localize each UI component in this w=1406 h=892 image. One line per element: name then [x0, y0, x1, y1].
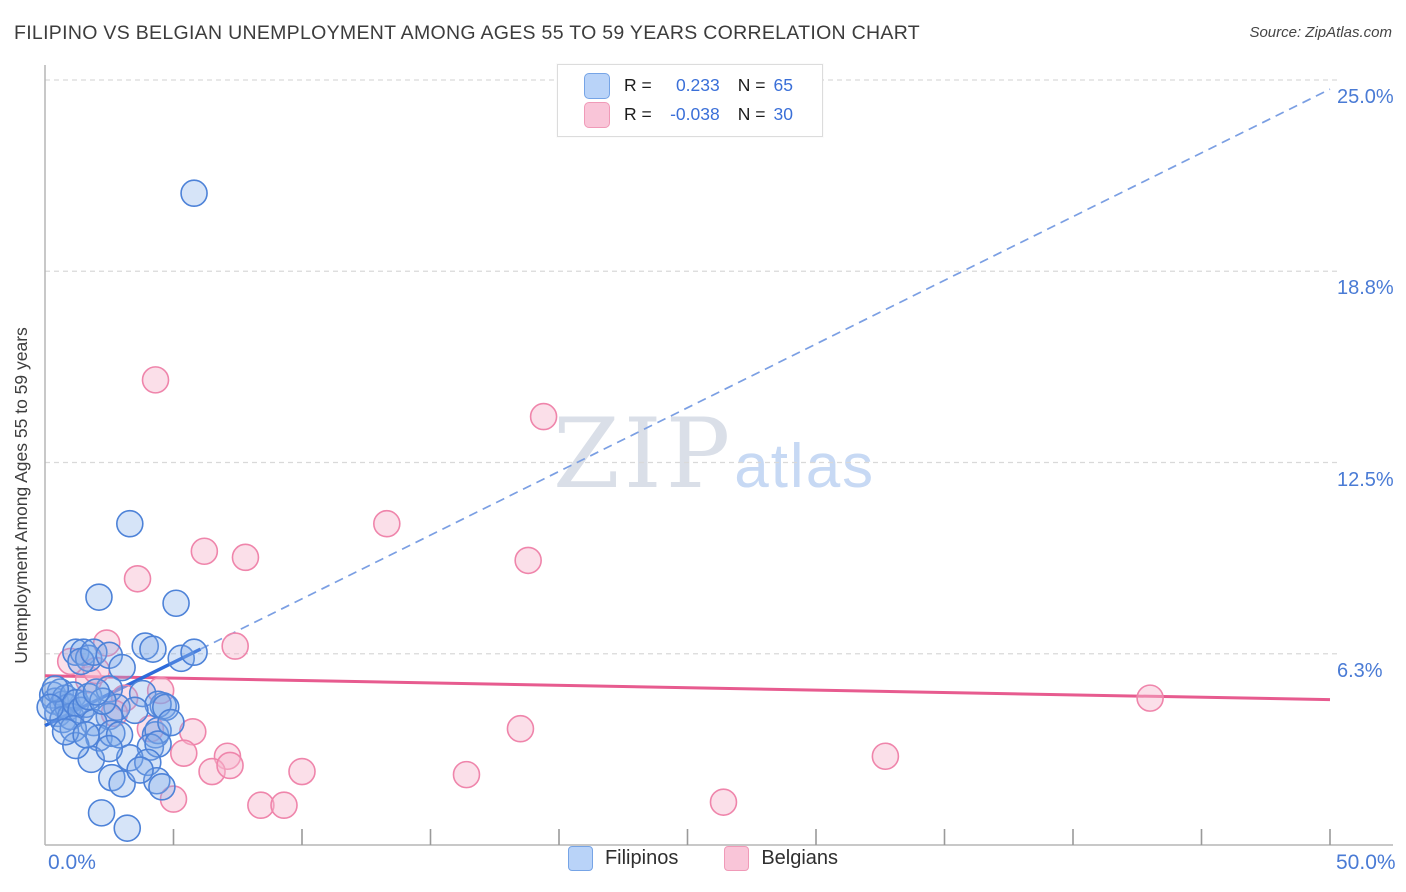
- belgians-swatch-icon: [584, 101, 610, 128]
- legend-label-filipinos: Filipinos: [604, 847, 679, 869]
- data-point-filipino: [162, 589, 190, 618]
- filipinos-swatch-icon: [584, 72, 610, 99]
- data-point-filipino: [108, 653, 136, 682]
- data-point-belgian: [871, 742, 900, 771]
- data-point-filipino: [95, 734, 124, 763]
- data-point-belgian: [141, 366, 170, 394]
- legend-label-belgians: Belgians: [761, 847, 839, 869]
- data-point-filipino: [167, 644, 196, 673]
- data-point-filipino: [134, 748, 162, 777]
- data-point-filipino: [113, 814, 142, 842]
- data-point-filipino: [121, 696, 149, 725]
- legend-row-belgians: R = -0.038 N = 30: [584, 100, 810, 129]
- y-tick-label: 6.3%: [1337, 659, 1383, 682]
- data-point-filipino: [105, 721, 134, 749]
- data-point-belgian: [709, 788, 738, 816]
- data-point-filipino: [116, 509, 144, 538]
- data-point-belgian: [190, 537, 219, 566]
- source-credit: Source: ZipAtlas.com: [1249, 24, 1392, 41]
- belgians-swatch-icon: [724, 846, 750, 871]
- page-title: FILIPINO VS BELGIAN UNEMPLOYMENT AMONG A…: [14, 22, 920, 44]
- legend-item-filipinos: Filipinos: [567, 846, 679, 871]
- data-point-belgian: [198, 757, 226, 786]
- y-tick-label: 18.8%: [1337, 277, 1394, 300]
- y-tick-label: 25.0%: [1337, 86, 1394, 108]
- filipinos-trend-line-dashed: [200, 88, 1331, 650]
- data-point-filipino: [82, 678, 111, 706]
- data-point-filipino: [180, 179, 208, 208]
- data-point-filipino: [148, 773, 176, 801]
- data-point-filipino: [51, 717, 80, 746]
- data-point-belgian: [216, 751, 244, 780]
- r-value-filipinos: 0.233: [675, 75, 720, 95]
- legend-item-belgians: Belgians: [724, 846, 838, 871]
- data-point-filipino: [139, 635, 167, 663]
- data-point-belgian: [506, 714, 535, 743]
- n-value-filipinos: 65: [773, 75, 793, 95]
- data-point-belgian: [221, 632, 249, 660]
- n-label: N =: [737, 104, 766, 124]
- data-point-filipino: [126, 756, 154, 784]
- data-point-belgian: [231, 543, 260, 572]
- data-point-filipino: [180, 638, 208, 667]
- n-value-belgians: 30: [773, 104, 793, 124]
- data-point-belgian: [288, 757, 316, 786]
- data-point-filipino: [36, 693, 64, 722]
- x-axis-min-label: 0.0%: [48, 851, 96, 874]
- data-point-filipino: [103, 693, 131, 722]
- data-point-belgian: [514, 546, 542, 575]
- filipinos-swatch-icon: [567, 846, 593, 871]
- data-point-filipino: [128, 679, 157, 708]
- data-point-belgian: [247, 791, 275, 820]
- r-label: R =: [624, 104, 652, 124]
- data-point-belgian: [452, 760, 481, 789]
- data-point-belgian: [270, 791, 298, 820]
- data-point-filipino: [72, 721, 100, 749]
- data-point-filipino: [41, 675, 70, 703]
- data-point-belgian: [123, 564, 152, 593]
- r-value-belgians: -0.038: [670, 104, 720, 124]
- data-point-filipino: [87, 799, 116, 827]
- data-point-belgian: [169, 739, 198, 768]
- correlation-legend: R = 0.233 N = 65 R = -0.038 N = 30: [557, 64, 823, 137]
- r-label: R =: [624, 75, 652, 95]
- data-point-belgian: [529, 402, 558, 431]
- data-point-filipino: [62, 731, 90, 760]
- legend-row-filipinos: R = 0.233 N = 65: [584, 71, 810, 100]
- data-point-filipino: [85, 583, 113, 611]
- x-axis-max-label: 50.0%: [1336, 851, 1396, 874]
- n-label: N =: [737, 75, 766, 95]
- series-legend: Filipinos Belgians: [0, 846, 1406, 871]
- data-point-filipino: [157, 708, 185, 737]
- belgians-trend-line: [44, 674, 1331, 702]
- y-tick-label: 12.5%: [1337, 468, 1394, 491]
- data-point-belgian: [373, 509, 401, 538]
- data-point-belgian: [1136, 684, 1164, 712]
